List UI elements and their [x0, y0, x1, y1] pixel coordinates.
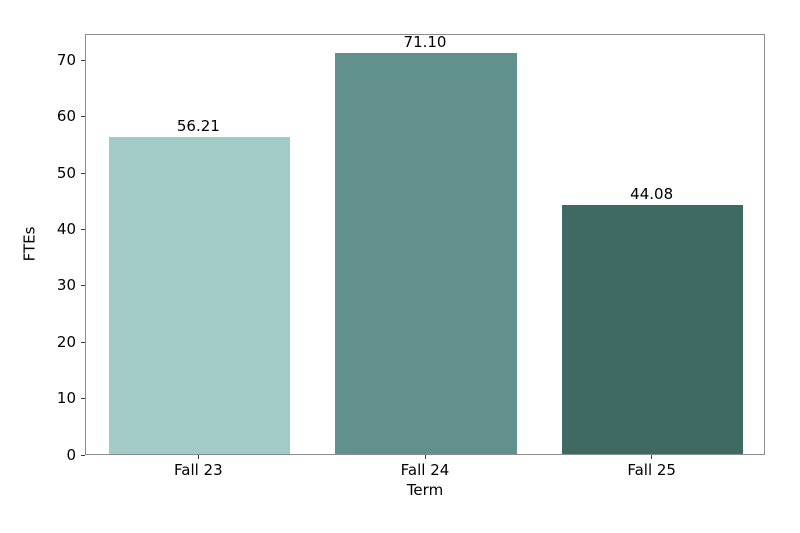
x-tick-mark	[651, 455, 653, 459]
y-tick-mark	[81, 341, 85, 343]
y-tick-label: 50	[56, 163, 76, 182]
y-axis-title: FTEs	[20, 226, 39, 262]
y-tick-label: 10	[56, 389, 76, 408]
y-tick-label: 40	[56, 219, 76, 238]
x-tick-label: Fall 23	[174, 461, 223, 479]
y-tick-label: 20	[56, 332, 76, 351]
y-tick-mark	[81, 398, 85, 400]
y-tick-label: 0	[66, 445, 76, 464]
y-tick-label: 70	[56, 50, 76, 69]
y-tick-mark	[81, 172, 85, 174]
x-tick-label: Fall 24	[400, 461, 450, 479]
y-tick-mark	[81, 285, 85, 287]
bar-fall-24	[335, 53, 517, 454]
y-tick-label: 60	[56, 107, 76, 126]
x-tick-mark	[424, 455, 426, 459]
y-tick-mark	[81, 228, 85, 230]
bar-fall-23	[108, 137, 290, 454]
bar-fall-25	[562, 205, 744, 454]
bar-value-label: 44.08	[630, 185, 674, 204]
x-tick-mark	[197, 455, 199, 459]
x-tick-label: Fall 25	[627, 461, 676, 479]
x-axis-title: Term	[406, 481, 444, 499]
y-tick-mark	[81, 116, 85, 118]
y-tick-mark	[81, 59, 85, 61]
bar-value-label: 56.21	[176, 117, 220, 136]
bar-value-label: 71.10	[403, 33, 447, 52]
y-tick-mark	[81, 454, 85, 456]
y-tick-label: 30	[56, 276, 76, 295]
plot-area	[85, 34, 765, 455]
